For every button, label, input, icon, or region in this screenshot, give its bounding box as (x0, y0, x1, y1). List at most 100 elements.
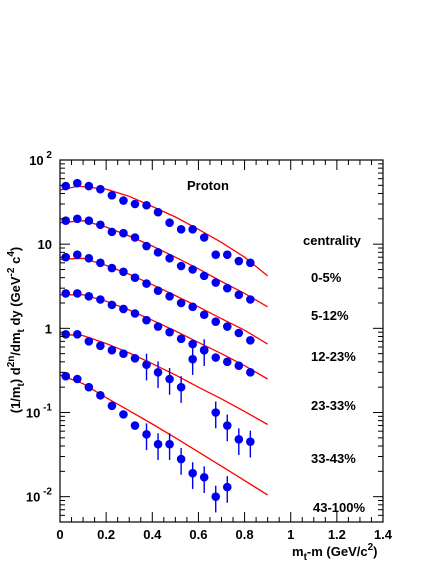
data-point (96, 295, 105, 304)
data-point (119, 304, 128, 314)
data-point (199, 233, 209, 242)
data-point (61, 181, 71, 191)
y-tick-label: 1 (45, 321, 52, 336)
data-point (165, 439, 174, 449)
x-tick-label: 0 (56, 527, 63, 542)
data-point (130, 233, 140, 242)
data-point (176, 454, 186, 464)
data-point (222, 482, 232, 492)
data-point (84, 181, 94, 191)
data-point (142, 360, 151, 369)
data-point (199, 310, 209, 320)
data-point (130, 309, 140, 318)
data-point (96, 220, 105, 230)
data-point (153, 439, 163, 449)
series-label: 12-23% (311, 349, 356, 364)
data-point (176, 261, 186, 271)
data-point (153, 286, 163, 295)
fit-line (60, 257, 268, 345)
data-point (61, 216, 71, 226)
data-point (222, 322, 232, 331)
data-point (188, 302, 197, 312)
data-point (119, 267, 128, 277)
data-point (211, 408, 221, 417)
data-point (73, 289, 82, 298)
data-point (119, 349, 128, 358)
data-point (222, 283, 232, 293)
data-point (96, 184, 105, 194)
data-point (153, 322, 163, 331)
data-point (73, 178, 82, 188)
data-point (84, 382, 94, 392)
data-point (165, 292, 174, 301)
data-point (211, 492, 221, 501)
data-point (222, 421, 232, 430)
series-label: 5-12% (311, 308, 349, 323)
data-point (96, 341, 105, 351)
data-point (211, 250, 221, 259)
data-point (61, 252, 71, 262)
data-point (246, 368, 255, 377)
data-point (84, 253, 94, 263)
data-point (142, 279, 151, 288)
data-point (199, 345, 209, 355)
data-point (234, 435, 244, 444)
data-point (96, 258, 105, 268)
data-point (234, 361, 244, 370)
data-point (73, 329, 82, 339)
data-point (153, 368, 163, 377)
data-point (246, 258, 255, 268)
data-point (222, 357, 232, 367)
data-points (61, 178, 255, 513)
fit-line (60, 333, 268, 426)
series-label: 23-33% (311, 398, 356, 413)
data-point (165, 218, 174, 227)
data-point (84, 216, 94, 226)
data-point (107, 263, 117, 273)
data-point (188, 339, 197, 349)
data-point (119, 228, 128, 238)
data-point (211, 278, 221, 287)
data-point (165, 327, 174, 337)
data-point (130, 354, 140, 363)
data-point (107, 191, 117, 200)
x-tick-label: 1 (287, 527, 294, 542)
data-point (246, 437, 255, 446)
data-point (199, 271, 209, 281)
x-tick-label: 0.2 (97, 527, 115, 542)
data-point (234, 290, 244, 300)
data-point (130, 421, 140, 430)
y-axis-title: (1/mt) d2n/dmt dy (GeV-2 c4) (6, 247, 27, 414)
data-point (61, 371, 71, 381)
y-tick-label: 10 -2 (26, 487, 53, 505)
data-point (96, 391, 105, 400)
x-tick-label: 1.4 (374, 527, 393, 542)
data-point (73, 374, 82, 384)
fit-line (60, 374, 268, 496)
x-tick-label: 1.2 (328, 527, 346, 542)
data-point (176, 382, 186, 392)
data-point (176, 225, 186, 234)
data-point (188, 354, 197, 364)
series-label: 43-100% (313, 500, 365, 515)
y-tick-label: 10 -1 (26, 402, 53, 420)
x-axis-title: mt-m (GeV/c2) (292, 542, 378, 563)
data-point (107, 227, 117, 237)
data-point (73, 250, 82, 259)
fit-lines (60, 185, 269, 496)
data-point (107, 401, 117, 411)
fit-line (60, 220, 268, 308)
data-point (130, 199, 140, 209)
x-tick-label: 0.6 (189, 527, 207, 542)
data-point (188, 468, 197, 478)
data-point (107, 300, 117, 310)
data-point (222, 250, 232, 259)
data-point (246, 295, 255, 304)
data-point (119, 196, 128, 205)
data-point (176, 334, 186, 344)
data-point (153, 207, 163, 217)
data-point (119, 410, 128, 419)
y-tick-label: 10 (38, 237, 52, 252)
series-label: 33-43% (311, 451, 356, 466)
